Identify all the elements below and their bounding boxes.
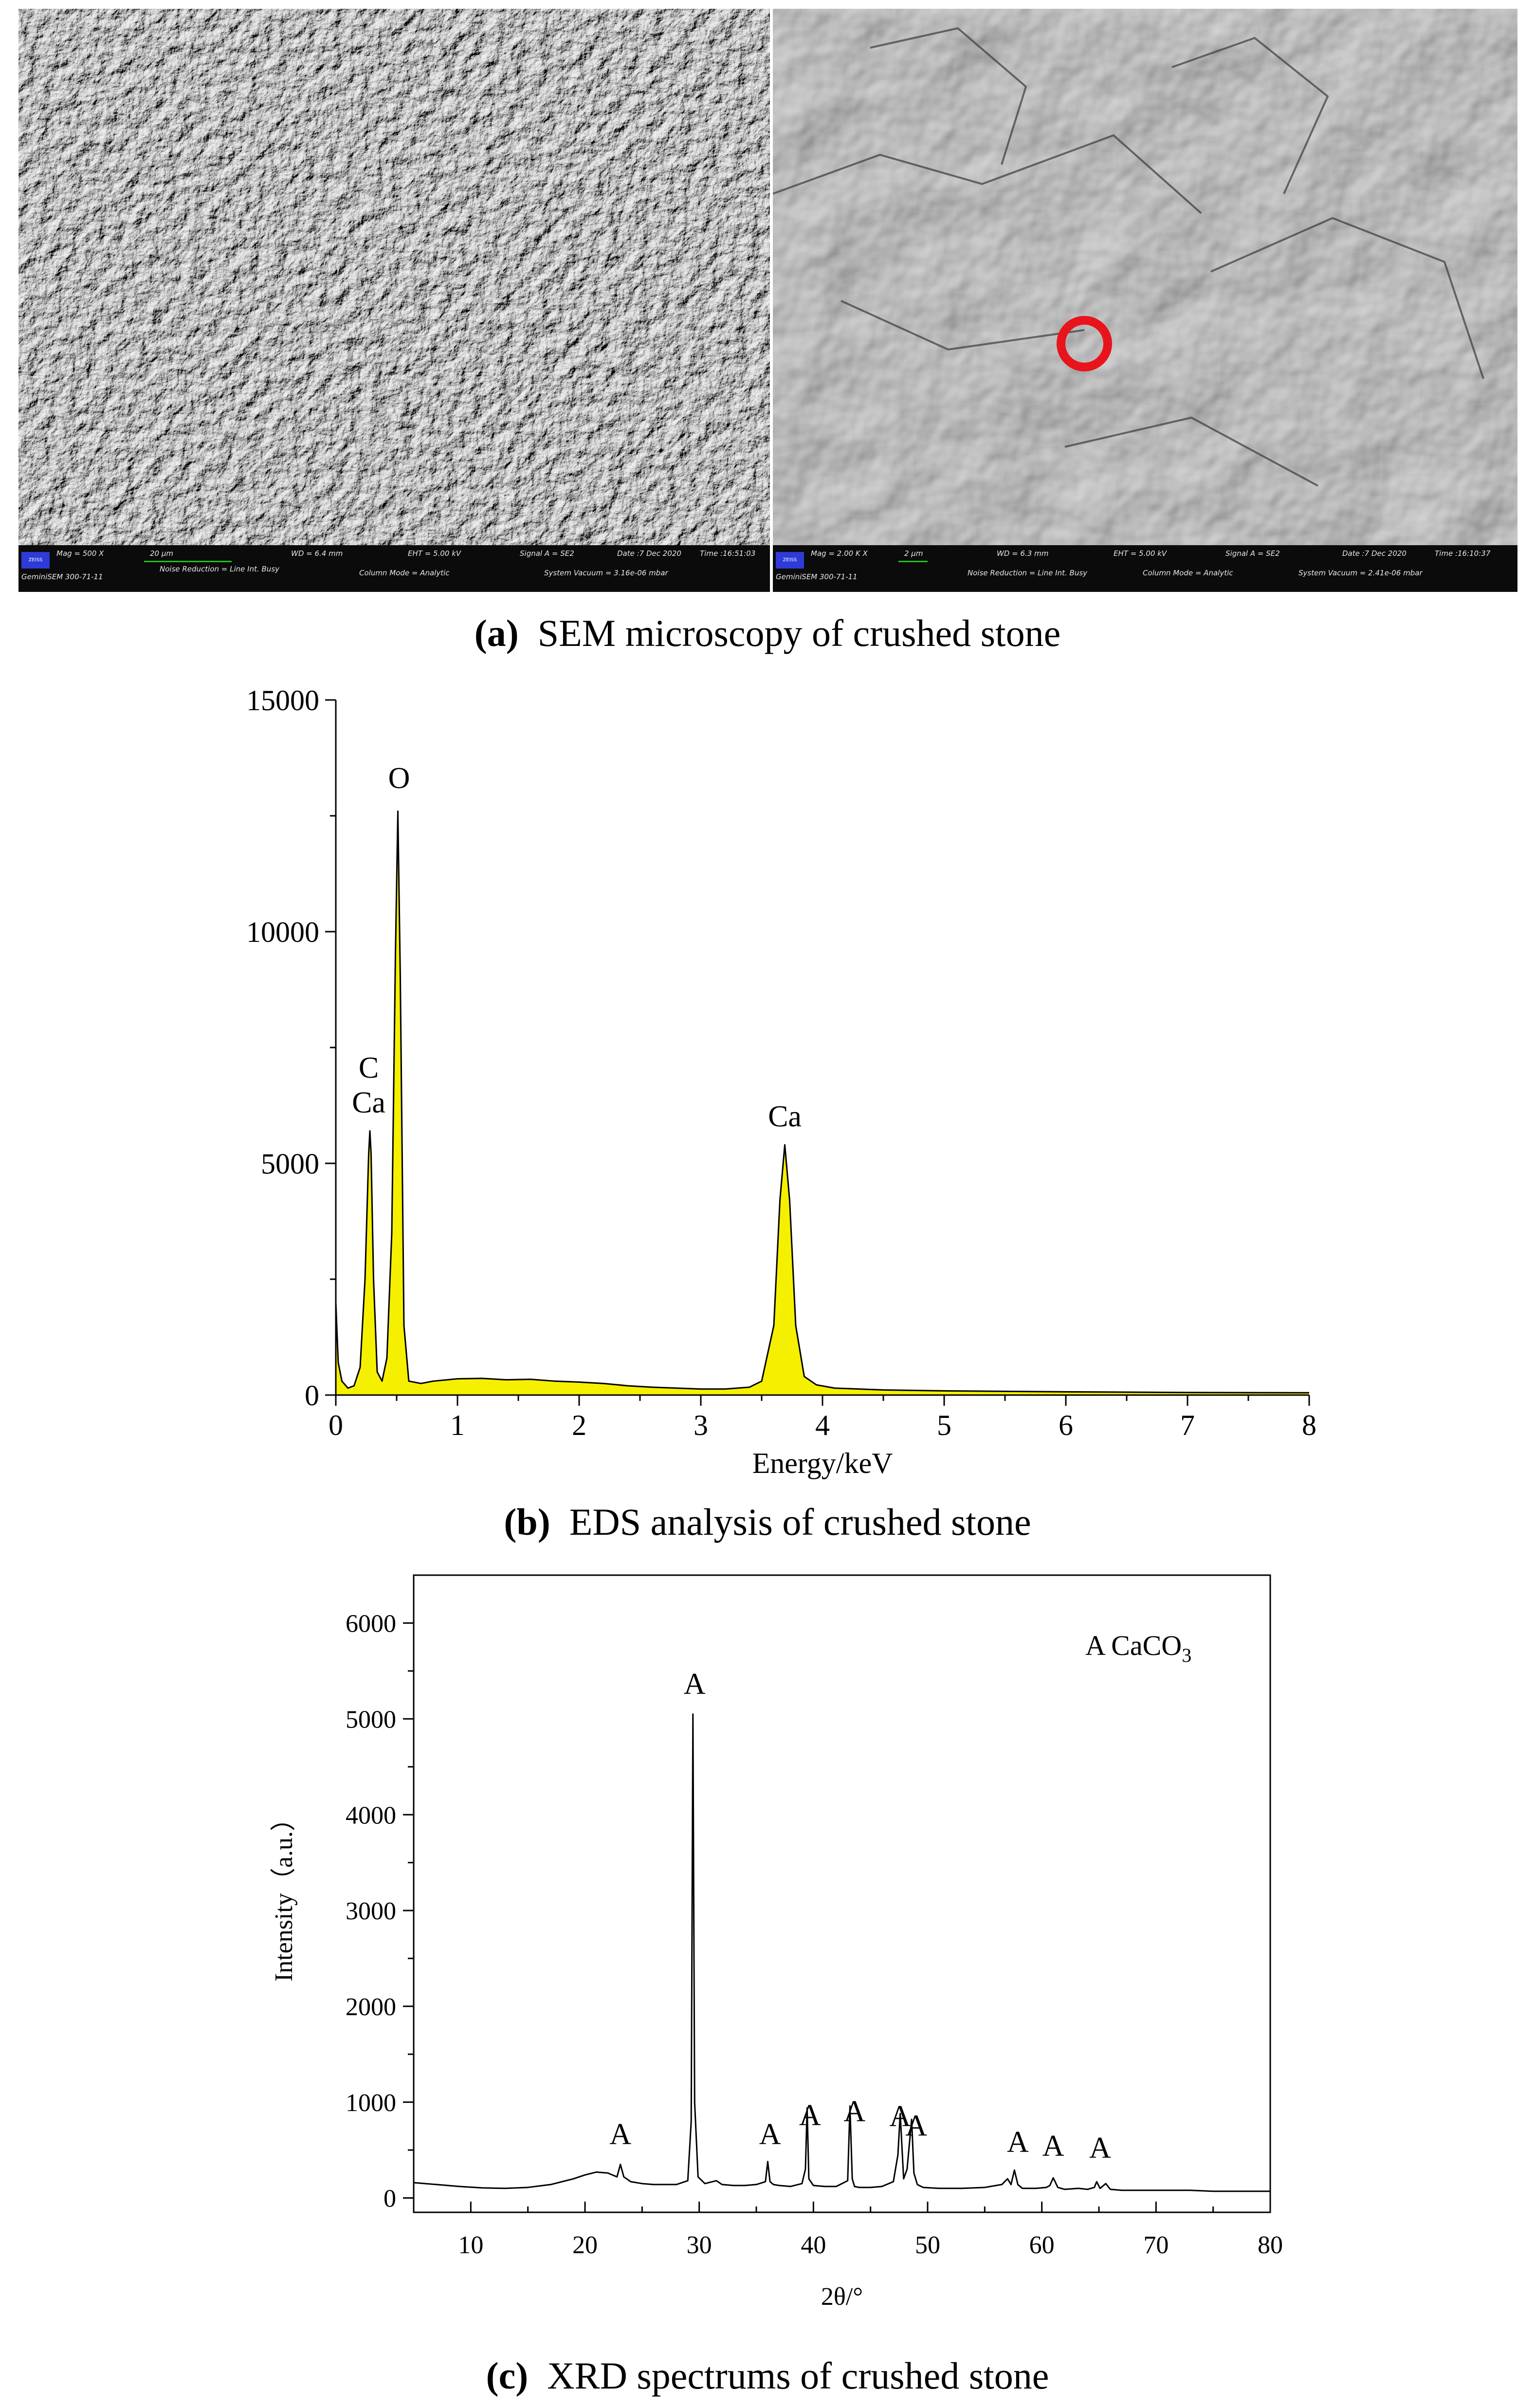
scale-bar-line <box>144 561 232 562</box>
sem-mag: Mag = 2.00 K X <box>811 549 868 558</box>
sem-eht: EHT = 5.00 kV <box>408 549 461 558</box>
peak-label: C <box>359 1051 379 1085</box>
sem-scale-bar: 2 µm <box>904 549 923 558</box>
x-axis-label: 2θ/° <box>821 2283 863 2311</box>
peak-label: A <box>1089 2132 1111 2165</box>
y-tick-label: 0 <box>384 2185 396 2213</box>
sem-instrument: GeminiSEM 300-71-11 <box>21 572 103 581</box>
peak-label: A <box>889 2100 911 2133</box>
peak-label: Ca <box>768 1100 802 1133</box>
y-tick-label: 0 <box>305 1379 319 1412</box>
y-tick-label: 3000 <box>346 1897 396 1925</box>
caption-a-label: (a) <box>474 612 519 654</box>
caption-c-label: (c) <box>486 2354 529 2397</box>
analysis-point-marker <box>1057 316 1112 371</box>
sem-vacuum: System Vacuum = 2.41e-06 mbar <box>1298 569 1423 577</box>
x-tick-label: 4 <box>815 1409 830 1441</box>
y-tick-label: 1000 <box>346 2089 396 2117</box>
x-tick-label: 0 <box>329 1409 343 1441</box>
sem-noise: Noise Reduction = Line Int. Busy <box>968 569 1088 577</box>
x-tick-label: 10 <box>458 2231 483 2259</box>
caption-c: (c) XRD spectrums of crushed stone <box>0 2354 1535 2398</box>
sem-time: Time :16:51:03 <box>700 549 756 558</box>
x-axis-label: Energy/keV <box>752 1447 893 1479</box>
caption-b-text: EDS analysis of crushed stone <box>569 1501 1031 1543</box>
x-tick-label: 6 <box>1059 1409 1073 1441</box>
peak-label: A <box>843 2095 865 2128</box>
x-tick-label: 30 <box>687 2231 712 2259</box>
peak-label: Ca <box>352 1086 385 1119</box>
legend-caco3: A CaCO3 <box>1085 1630 1191 1666</box>
x-tick-label: 8 <box>1302 1409 1316 1441</box>
peak-label: A <box>759 2118 781 2151</box>
x-tick-label: 80 <box>1258 2231 1283 2259</box>
x-tick-label: 60 <box>1029 2231 1055 2259</box>
sem-image-high-mag: ZEISS Mag = 2.00 K X 2 µm WD = 6.3 mm EH… <box>773 9 1517 592</box>
sem-info-bar-right: ZEISS Mag = 2.00 K X 2 µm WD = 6.3 mm EH… <box>773 545 1517 592</box>
x-tick-label: 7 <box>1180 1409 1195 1441</box>
sem-eht: EHT = 5.00 kV <box>1114 549 1167 558</box>
sem-signal: Signal A = SE2 <box>1225 549 1280 558</box>
peak-label: A <box>684 1668 706 1701</box>
peak-label: A <box>799 2099 821 2132</box>
x-tick-label: 5 <box>937 1409 951 1441</box>
y-axis-label: Intensity（a.u.） <box>270 1806 298 1982</box>
peak-label: A <box>1042 2130 1064 2163</box>
x-tick-label: 50 <box>915 2231 940 2259</box>
y-tick-label: 6000 <box>346 1610 396 1638</box>
sem-info-bar-left: ZEISS Mag = 500 X 20 µm WD = 6.4 mm EHT … <box>18 545 770 592</box>
scale-bar-line <box>898 561 928 562</box>
sem-column: Column Mode = Analytic <box>359 569 450 577</box>
y-tick-label: 5000 <box>346 1706 396 1733</box>
peak-label: A <box>1007 2126 1029 2159</box>
sem-image-low-mag: ZEISS Mag = 500 X 20 µm WD = 6.4 mm EHT … <box>18 9 770 592</box>
sem-date: Date :7 Dec 2020 <box>1342 549 1407 558</box>
x-tick-label: 2 <box>572 1409 586 1441</box>
peak-label: O <box>388 762 410 795</box>
sem-noise: Noise Reduction = Line Int. Busy <box>160 565 280 573</box>
x-tick-label: 40 <box>801 2231 826 2259</box>
caption-b-label: (b) <box>504 1501 550 1543</box>
caption-b: (b) EDS analysis of crushed stone <box>0 1500 1535 1544</box>
sem-scale-bar: 20 µm <box>150 549 174 558</box>
sem-texture-right <box>773 9 1517 592</box>
sem-mag: Mag = 500 X <box>56 549 104 558</box>
series-line <box>413 1713 1270 2192</box>
sem-instrument: GeminiSEM 300-71-11 <box>776 572 858 581</box>
series-line <box>335 810 1310 1394</box>
sem-texture-left <box>18 9 770 592</box>
y-tick-label: 5000 <box>261 1148 319 1180</box>
y-tick-label: 4000 <box>346 1801 396 1829</box>
caption-a-text: SEM microscopy of crushed stone <box>537 612 1061 654</box>
peak-label: A <box>905 2110 927 2143</box>
sem-date: Date :7 Dec 2020 <box>617 549 681 558</box>
sem-vacuum: System Vacuum = 3.16e-06 mbar <box>544 569 668 577</box>
y-tick-label: 15000 <box>246 684 319 717</box>
sem-time: Time :16:10:37 <box>1435 549 1491 558</box>
sem-column: Column Mode = Analytic <box>1143 569 1233 577</box>
sem-signal: Signal A = SE2 <box>520 549 574 558</box>
peak-label: A <box>609 2118 631 2151</box>
x-tick-label: 1 <box>450 1409 465 1441</box>
zeiss-logo: ZEISS <box>776 552 804 569</box>
series-area <box>336 811 1309 1395</box>
sem-wd: WD = 6.3 mm <box>997 549 1049 558</box>
zeiss-logo: ZEISS <box>21 552 50 569</box>
x-tick-label: 20 <box>572 2231 598 2259</box>
x-tick-label: 3 <box>694 1409 708 1441</box>
y-tick-label: 10000 <box>246 916 319 948</box>
y-tick-label: 2000 <box>346 1993 396 2021</box>
plot-frame <box>413 1574 1271 2213</box>
sem-wd: WD = 6.4 mm <box>291 549 343 558</box>
caption-c-text: XRD spectrums of crushed stone <box>547 2354 1049 2397</box>
caption-a: (a) SEM microscopy of crushed stone <box>0 611 1535 655</box>
x-tick-label: 70 <box>1143 2231 1169 2259</box>
